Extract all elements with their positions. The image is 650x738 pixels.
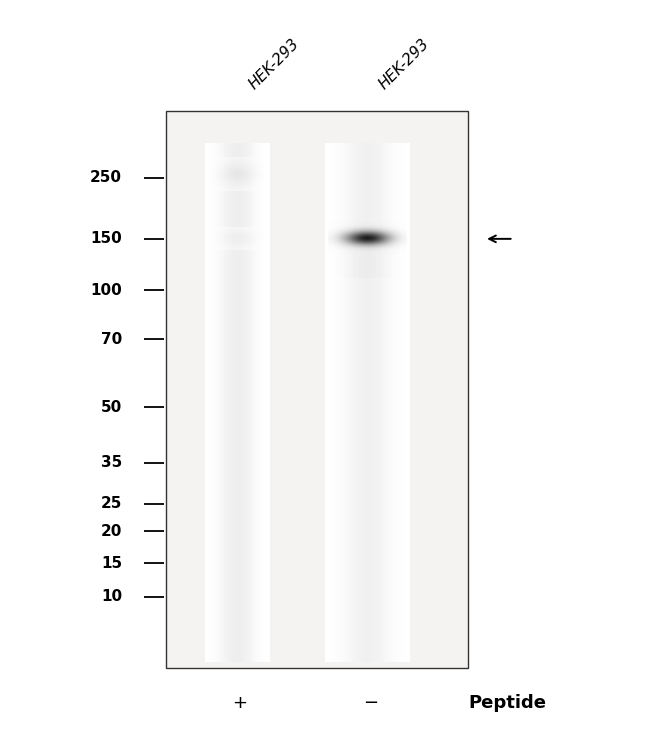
Text: Peptide: Peptide — [468, 694, 546, 711]
Text: 35: 35 — [101, 455, 122, 470]
Bar — [166, 111, 468, 668]
Text: 100: 100 — [90, 283, 122, 297]
Text: 15: 15 — [101, 556, 122, 570]
Text: 70: 70 — [101, 331, 122, 347]
Text: +: + — [231, 694, 247, 711]
Text: 25: 25 — [101, 496, 122, 511]
Text: 10: 10 — [101, 589, 122, 604]
Text: 150: 150 — [90, 231, 122, 246]
Text: 20: 20 — [101, 524, 122, 539]
Text: −: − — [363, 694, 378, 711]
Text: HEK-293: HEK-293 — [376, 36, 432, 92]
Text: 50: 50 — [101, 399, 122, 415]
Text: HEK-293: HEK-293 — [246, 36, 302, 92]
Text: 250: 250 — [90, 170, 122, 185]
